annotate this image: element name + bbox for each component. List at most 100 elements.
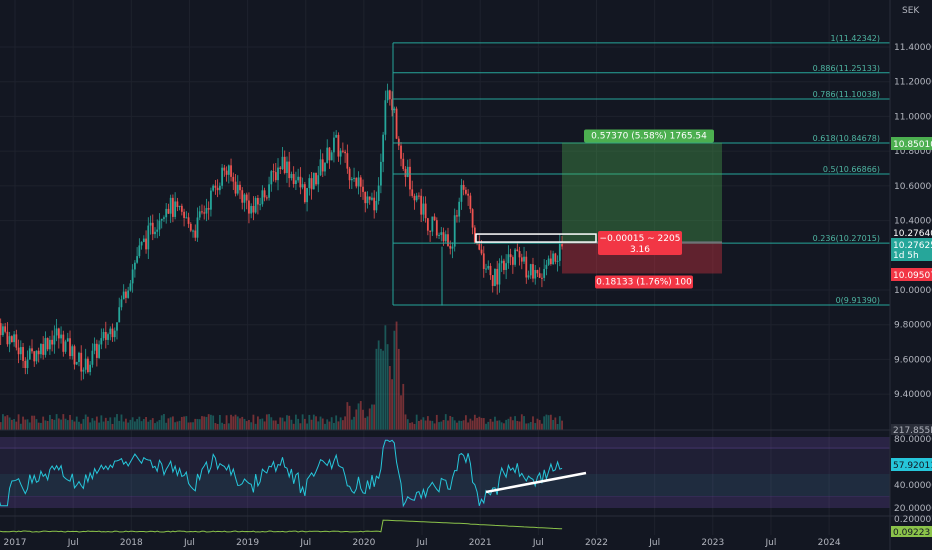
time-tick-label: 2019 bbox=[236, 538, 259, 548]
candle-body bbox=[17, 347, 20, 355]
time-tick-label: Jul bbox=[648, 538, 660, 548]
volume-bar bbox=[532, 416, 534, 430]
volume-bar bbox=[232, 416, 235, 430]
time-axis[interactable]: 2017 Jul 2018 Jul 2019 Jul 2020 Jul 2021 Jul 2022 J… bbox=[4, 538, 841, 548]
volume-bar bbox=[227, 423, 230, 430]
volume-bar bbox=[149, 419, 152, 430]
candle-body bbox=[62, 334, 65, 352]
volume-bar bbox=[404, 414, 407, 430]
volume-bar bbox=[169, 417, 172, 430]
candle-body bbox=[328, 147, 331, 161]
time-tick-label: 2022 bbox=[585, 538, 608, 548]
volume-bar bbox=[261, 418, 264, 430]
fib-level-label: 0.236(10.27015) bbox=[813, 234, 880, 243]
candle-body bbox=[277, 167, 279, 181]
candle-body bbox=[194, 230, 197, 238]
volume-bar bbox=[283, 421, 286, 430]
candle-body bbox=[0, 323, 2, 336]
time-tick-label: 2024 bbox=[818, 538, 841, 548]
volume-bar bbox=[75, 416, 78, 430]
candle-body bbox=[451, 246, 454, 249]
candle-body bbox=[71, 346, 74, 357]
candle-body bbox=[315, 172, 317, 185]
volume-bar bbox=[402, 383, 405, 430]
candle-body bbox=[212, 185, 215, 191]
volume-bar bbox=[48, 414, 51, 430]
volume-bar bbox=[265, 414, 268, 430]
candle-body bbox=[541, 277, 543, 279]
volume-bar bbox=[15, 421, 18, 430]
candle-body bbox=[136, 256, 139, 263]
volume-bar bbox=[482, 418, 485, 430]
candle-body bbox=[69, 338, 71, 357]
volume-bar bbox=[324, 423, 326, 430]
candle-body bbox=[382, 134, 385, 162]
candle-body bbox=[183, 211, 185, 218]
long-position-tool[interactable]: 0.57370 (5.58%) 1765.54 −0.00015 ~ 22053.… bbox=[475, 129, 722, 289]
candle-body bbox=[118, 307, 121, 323]
volume-bar bbox=[28, 422, 31, 430]
volume-bar bbox=[335, 415, 338, 430]
candle-body bbox=[505, 263, 508, 270]
current-price-label: 10.27625 1d 5h bbox=[891, 238, 932, 261]
candle-body bbox=[26, 359, 29, 369]
volume-bar bbox=[469, 418, 472, 430]
consolidation-box bbox=[475, 233, 597, 243]
volume-bar bbox=[346, 402, 349, 430]
volume-bar bbox=[418, 420, 420, 430]
risk-reward-line1: −0.00015 ~ 2205 bbox=[600, 234, 681, 244]
candle-body bbox=[393, 108, 396, 111]
currency-label: SEK bbox=[902, 6, 920, 16]
time-tick-label: 2023 bbox=[701, 538, 724, 548]
svg-text:10.85010: 10.85010 bbox=[893, 140, 932, 150]
candle-body bbox=[377, 185, 380, 201]
volume-bar bbox=[330, 417, 333, 430]
lower-indicator-value-label: 0.09223 bbox=[891, 526, 932, 538]
volume-bar bbox=[51, 419, 54, 430]
volume-bar bbox=[6, 415, 9, 430]
candle-body bbox=[337, 134, 340, 157]
candle-body bbox=[225, 170, 228, 175]
volume-bar bbox=[111, 423, 114, 430]
candle-body bbox=[397, 138, 400, 146]
volume-bar bbox=[84, 414, 87, 430]
candle-body bbox=[507, 254, 510, 264]
candle-body bbox=[122, 291, 125, 300]
volume-bar bbox=[527, 423, 530, 430]
candle-body bbox=[37, 350, 40, 355]
volume-bar bbox=[4, 416, 7, 430]
volume-bar bbox=[250, 422, 253, 430]
volume-bar bbox=[529, 421, 532, 430]
candle-body bbox=[145, 238, 147, 250]
rsi-trendline[interactable] bbox=[485, 471, 587, 494]
volume-bar bbox=[487, 421, 490, 430]
volume-bar bbox=[312, 414, 315, 430]
volume-bar bbox=[176, 421, 179, 430]
candle-body bbox=[192, 230, 194, 232]
volume-bar bbox=[279, 417, 282, 430]
volume-bar bbox=[216, 423, 219, 430]
candle-body bbox=[279, 167, 282, 170]
candle-body bbox=[384, 100, 387, 135]
volume-bar bbox=[254, 423, 257, 430]
candle-body bbox=[496, 268, 499, 285]
volume-bar bbox=[364, 417, 367, 430]
volume-bar bbox=[339, 417, 342, 430]
candle-body bbox=[140, 241, 143, 246]
volume-bar bbox=[471, 420, 474, 430]
price-tick-label: 9.80000 bbox=[894, 321, 931, 331]
candle-body bbox=[107, 334, 109, 340]
last-price-label: 10.27640 bbox=[891, 226, 932, 239]
volume-bar bbox=[467, 422, 470, 430]
volume-bar bbox=[491, 421, 494, 430]
candle-body bbox=[100, 338, 103, 345]
volume-bar bbox=[69, 414, 71, 430]
candle-body bbox=[545, 264, 548, 269]
candle-body bbox=[138, 245, 141, 257]
candle-body bbox=[447, 234, 449, 246]
